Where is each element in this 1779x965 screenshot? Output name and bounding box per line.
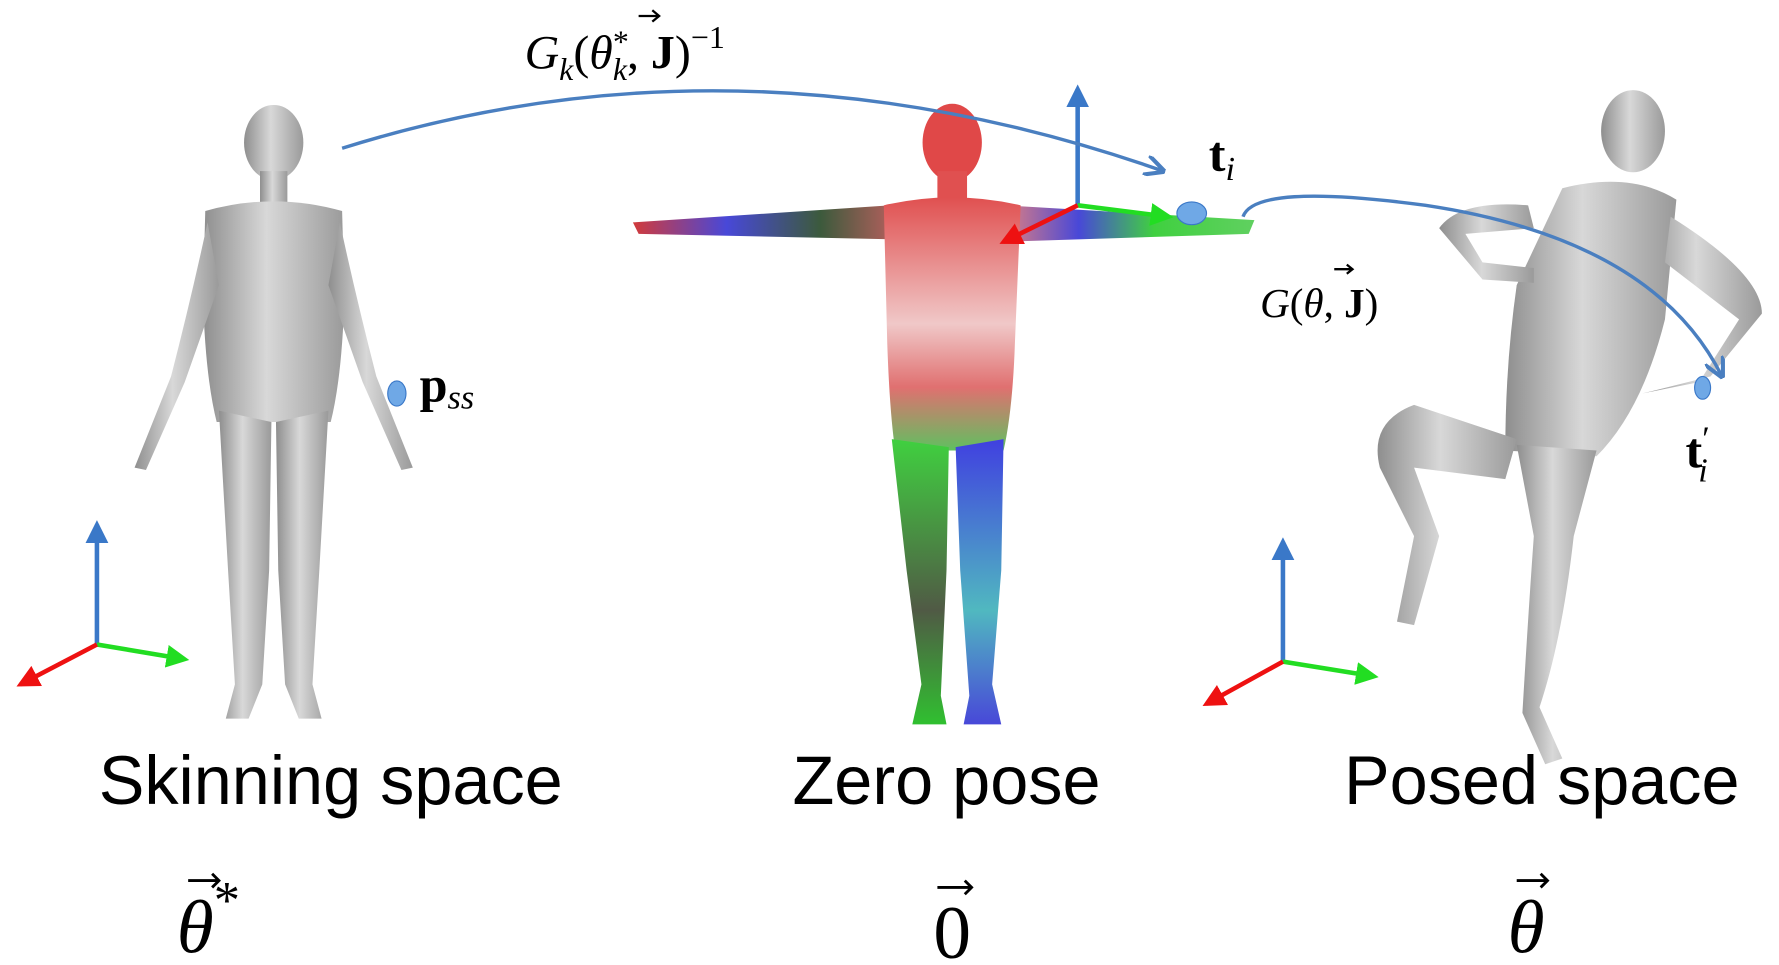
vector-arrow [188,874,219,888]
pose-symbol: θ* [177,872,240,965]
p-label: pss [420,357,475,417]
label-part: t [1209,126,1226,182]
space-name: Skinning space [99,742,563,819]
label-part: J [651,26,675,79]
zero-pose-figure [633,104,1255,725]
vector-arrow [1517,874,1548,888]
label-part: J [1344,280,1365,326]
pose-symbol: 0 [933,892,971,965]
label-part: p [420,357,448,413]
label-part: ) [1365,280,1379,326]
label-part: θ [1303,280,1323,326]
inverse-transform-label: Gk(θ*k, J)−1 [525,20,725,87]
body: Gk(θ*k, J)−1 ti G(θ, J) pss t′i Skinning… [0,0,1779,965]
vector-arrow [639,10,660,21]
label-part: k [559,52,574,87]
label-part: θ [589,26,613,79]
label-part: ( [1290,280,1304,326]
t-label: ti [1209,126,1235,188]
label-part: G [525,26,560,79]
space-name: Zero pose [792,742,1100,819]
label-part: −1 [691,20,725,55]
label-part: θ [177,886,214,965]
label-part: G [1260,280,1290,326]
page: Skinning space, zero pose and posed spac… [0,0,1779,965]
point-t-prime [1695,376,1711,399]
inverse-arrow [342,91,1163,171]
diagram: Gk(θ*k, J)−1 ti G(θ, J) pss t′i Skinning… [0,0,1779,965]
label-part: i [1226,151,1236,188]
label-part: ( [573,26,589,79]
space-name: Posed space [1344,742,1740,819]
label-part: ss [448,379,475,416]
pose-symbol: θ [1508,886,1545,965]
point-p [388,381,406,406]
forward-transform-label: G(θ, J) [1260,280,1378,326]
label-part: ) [675,26,691,79]
world-frame-right [1207,542,1375,704]
vector-arrow [1334,265,1352,274]
label-part: i [1698,452,1708,489]
skinning-figure [135,105,413,719]
world-frame-left [21,525,185,685]
t-prime-label: t′i [1685,420,1709,489]
label-part: , [1324,280,1345,326]
label-part: k [613,52,628,87]
label-part: , [627,26,651,79]
point-t [1177,202,1207,225]
